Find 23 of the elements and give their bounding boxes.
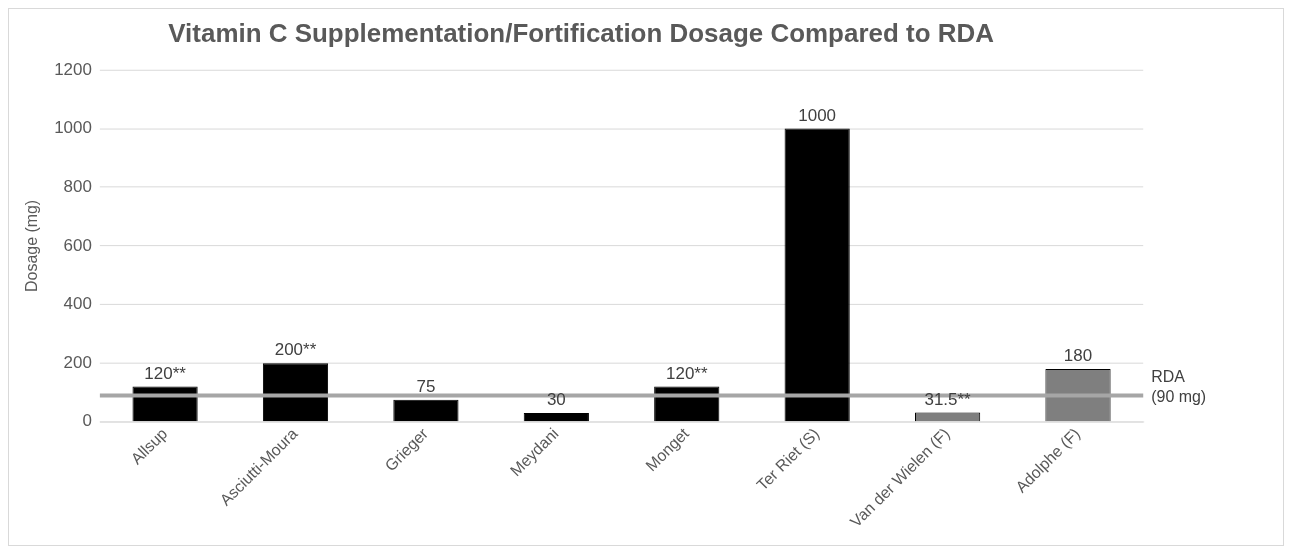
- bar: [262, 363, 329, 422]
- data-label: 30: [546, 390, 566, 410]
- y-axis-title: Dosage (mg): [22, 199, 40, 292]
- x-tick-label: Ter Riet (S): [753, 424, 823, 494]
- data-label: 120**: [666, 363, 708, 383]
- bar: [393, 399, 459, 422]
- bar: [784, 128, 850, 422]
- data-label: 1000: [798, 105, 837, 125]
- y-tick-label: 1200: [54, 59, 92, 79]
- bar: [523, 412, 589, 422]
- y-tick-label: 600: [63, 235, 92, 255]
- ref-line-label: RDA (90 mg): [1151, 367, 1207, 405]
- data-label: 75: [416, 377, 436, 397]
- y-tick-label: 400: [63, 294, 92, 314]
- data-label: 31.5**: [924, 389, 972, 409]
- y-tick-label: 200: [63, 352, 92, 372]
- chart-title: Vitamin C Supplementation/Fortification Dosage Compared to RDA: [168, 18, 995, 47]
- y-tick-label: 1000: [54, 118, 92, 138]
- data-label: 200**: [274, 340, 317, 360]
- y-tick-label: 0: [82, 411, 92, 431]
- y-tick-label: 800: [63, 176, 92, 196]
- data-label: 180: [1063, 346, 1093, 366]
- data-label: 120**: [144, 363, 187, 383]
